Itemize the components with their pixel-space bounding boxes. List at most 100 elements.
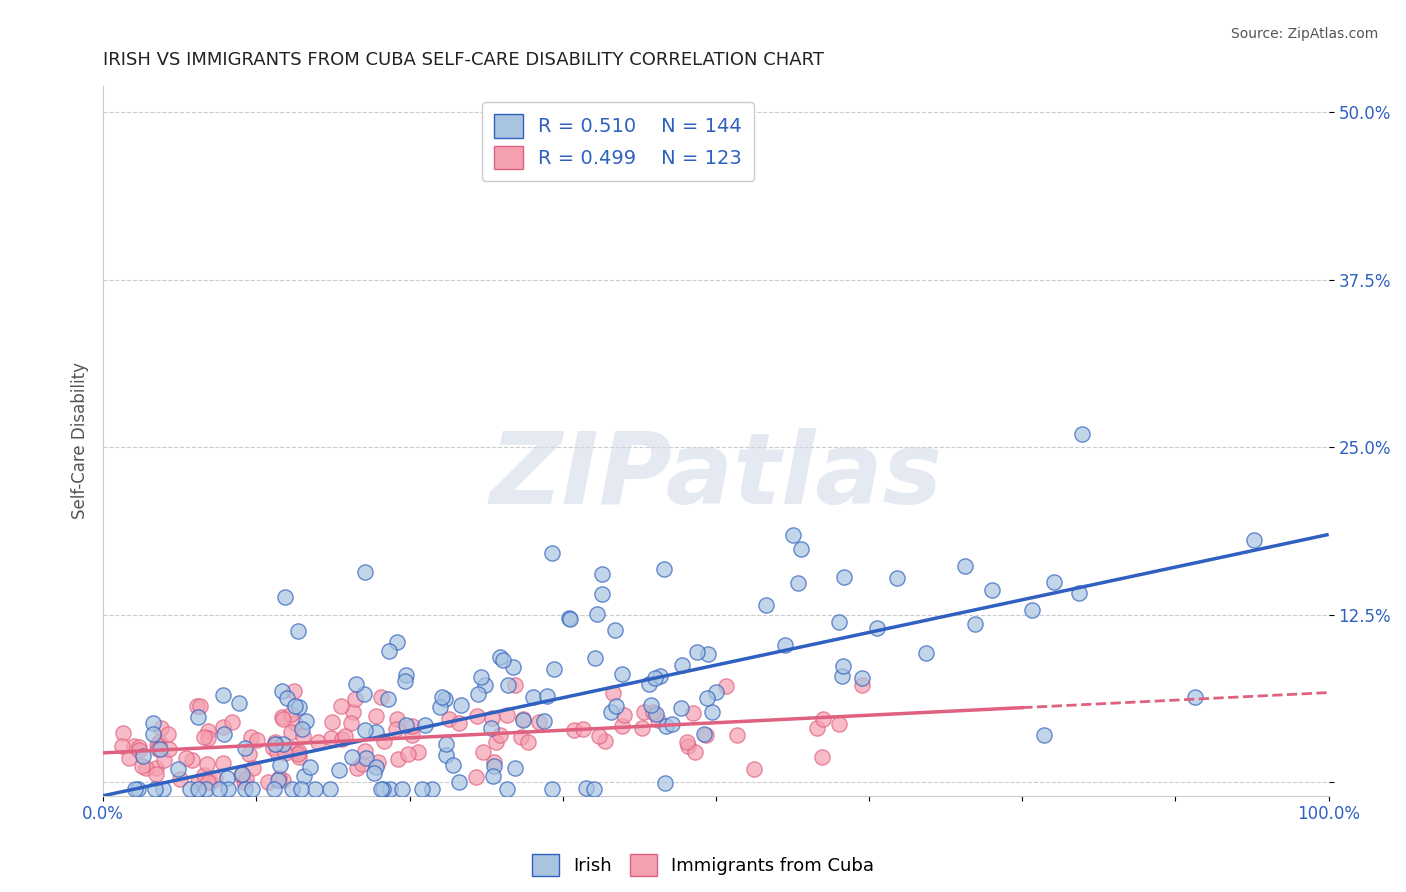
Point [157, 727, 180, 741]
Point [353, 686, 375, 700]
Point [131, 758, 153, 772]
Point [527, 715, 550, 730]
Point [319, 782, 342, 797]
Point [262, 741, 284, 756]
Point [215, 772, 238, 786]
Point [467, 709, 489, 723]
Point [669, 701, 692, 715]
Point [600, 705, 623, 719]
Point [575, 781, 598, 796]
Point [638, 677, 661, 691]
Point [264, 735, 287, 749]
Point [193, 730, 215, 744]
Point [364, 709, 387, 723]
Point [1069, 586, 1091, 600]
Point [257, 775, 280, 789]
Point [264, 737, 287, 751]
Point [295, 714, 318, 728]
Text: IRISH VS IMMIGRANTS FROM CUBA SELF-CARE DISABILITY CORRELATION CHART: IRISH VS IMMIGRANTS FROM CUBA SELF-CARE … [103, 51, 824, 69]
Point [187, 782, 209, 797]
Point [240, 782, 263, 797]
Point [271, 710, 294, 724]
Point [654, 719, 676, 733]
Point [496, 678, 519, 692]
Point [661, 717, 683, 731]
Point [562, 723, 585, 737]
Point [167, 763, 190, 777]
Point [304, 782, 326, 797]
Point [492, 653, 515, 667]
Point [194, 782, 217, 797]
Point [643, 705, 665, 719]
Point [560, 611, 582, 625]
Point [571, 723, 593, 737]
Point [291, 729, 314, 743]
Point [378, 782, 401, 797]
Point [654, 561, 676, 575]
Point [441, 757, 464, 772]
Point [370, 782, 392, 797]
Point [124, 782, 146, 797]
Point [394, 674, 416, 689]
Point [1070, 427, 1092, 442]
Point [111, 739, 134, 753]
Point [373, 733, 395, 747]
Point [212, 756, 235, 770]
Point [149, 721, 172, 735]
Point [354, 743, 377, 757]
Point [153, 753, 176, 767]
Point [696, 648, 718, 662]
Point [489, 650, 512, 665]
Point [385, 722, 408, 736]
Point [112, 726, 135, 740]
Point [832, 658, 855, 673]
Text: ZIPatlas: ZIPatlas [489, 427, 942, 524]
Point [284, 699, 307, 714]
Point [145, 766, 167, 780]
Point [613, 708, 636, 723]
Point [135, 761, 157, 775]
Point [482, 758, 505, 772]
Point [533, 714, 555, 728]
Point [479, 721, 502, 735]
Point [630, 722, 652, 736]
Point [648, 669, 671, 683]
Point [274, 591, 297, 605]
Point [127, 782, 149, 797]
Point [654, 775, 676, 789]
Point [193, 768, 215, 782]
Point [1184, 690, 1206, 705]
Point [284, 715, 307, 730]
Point [273, 712, 295, 726]
Point [238, 747, 260, 761]
Point [676, 734, 699, 748]
Point [434, 692, 457, 706]
Point [378, 644, 401, 658]
Y-axis label: Self-Care Disability: Self-Care Disability [72, 362, 89, 519]
Point [291, 722, 314, 736]
Point [603, 623, 626, 637]
Point [522, 690, 544, 705]
Point [214, 727, 236, 741]
Point [270, 684, 292, 698]
Point [695, 728, 717, 742]
Point [633, 705, 655, 719]
Point [283, 684, 305, 698]
Point [342, 706, 364, 720]
Point [1032, 728, 1054, 742]
Point [541, 546, 564, 560]
Point [273, 746, 295, 760]
Point [742, 762, 765, 776]
Point [832, 570, 855, 584]
Point [482, 769, 505, 783]
Point [586, 607, 609, 621]
Point [145, 761, 167, 775]
Point [263, 782, 285, 797]
Point [447, 715, 470, 730]
Point [187, 775, 209, 789]
Point [401, 728, 423, 742]
Point [266, 737, 288, 751]
Point [231, 767, 253, 781]
Point [811, 750, 834, 764]
Point [702, 705, 724, 719]
